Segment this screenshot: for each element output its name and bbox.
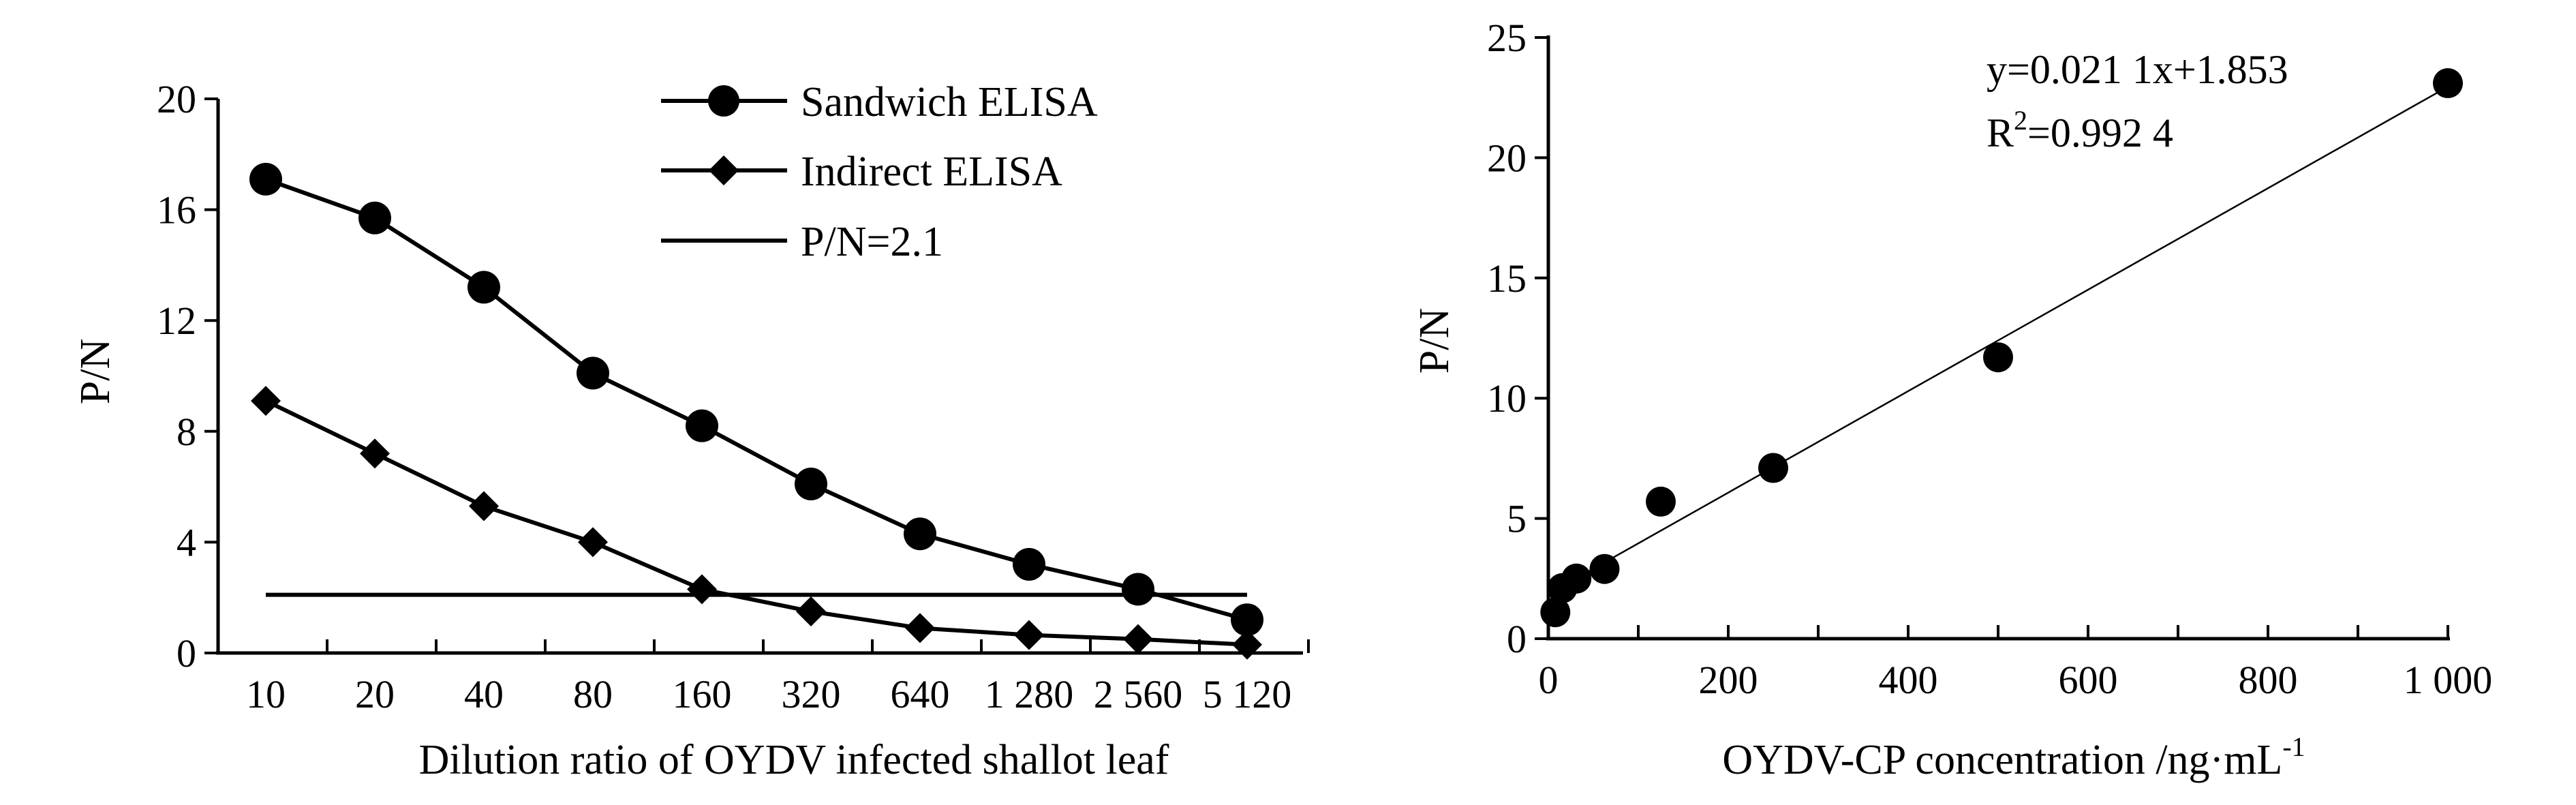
- left-x-tick-label: 2 560: [1094, 672, 1183, 716]
- series-line-0: [264, 177, 1248, 622]
- right-x-axis-label: OYDV-CP concentration /ng·mL-1: [1722, 731, 2305, 783]
- scatter-point: [1758, 453, 1788, 483]
- sandwich-point: [577, 356, 609, 390]
- left-x-tick-label: 1 280: [985, 672, 1074, 716]
- sandwich-point: [686, 409, 718, 442]
- legend-label-sandwich: Sandwich ELISA: [801, 79, 1098, 125]
- scatter-point: [1589, 553, 1620, 584]
- indirect-point: [469, 491, 499, 521]
- right-x-tick-label: 800: [2239, 658, 2298, 702]
- sandwich-point: [1231, 603, 1263, 637]
- right-x-tick-label: 200: [1699, 658, 1758, 702]
- left-y-tick-label: 8: [177, 410, 196, 454]
- sandwich-point: [795, 468, 827, 501]
- indirect-point: [251, 386, 281, 416]
- dilution-chart: 0 4 8 12 16 20 10 20 40 80 160 320 640 1 280 2 560 5 1…: [72, 77, 1310, 783]
- concentration-chart: 0 5 10 15 20 25 0 200 400 600 800 1 000 P/N OYDV-C…: [1411, 16, 2492, 783]
- indirect-point: [1123, 624, 1153, 654]
- left-x-tick-label: 5 120: [1203, 672, 1292, 716]
- scatter-point: [1561, 563, 1592, 594]
- left-y-tick-label: 20: [157, 77, 196, 121]
- regression-line: [1548, 86, 2449, 595]
- regression-equation: y=0.021 1x+1.853: [1987, 47, 2288, 92]
- right-y-tick-label: 0: [1507, 617, 1527, 661]
- left-legend: Sandwich ELISA Indirect ELISA P/N=2.1: [661, 79, 1098, 265]
- left-x-tick-label: 20: [355, 672, 395, 716]
- right-y-tick-label: 20: [1487, 136, 1527, 180]
- indirect-point: [578, 527, 608, 558]
- right-x-tick-label: 400: [1879, 658, 1938, 702]
- right-x-tick-label: 1 000: [2404, 658, 2493, 702]
- right-y-tick-label: 15: [1487, 256, 1527, 301]
- right-x-tick-label: 0: [1539, 658, 1559, 702]
- scatter-point: [1540, 597, 1571, 628]
- legend-label-threshold: P/N=2.1: [801, 219, 943, 265]
- left-y-tick-label: 16: [157, 188, 196, 232]
- regression-r2: R2=0.992 4: [1987, 105, 2173, 155]
- scatter-point: [2433, 68, 2463, 99]
- sandwich-point: [358, 201, 391, 234]
- r2-prefix: R: [1987, 110, 2014, 155]
- left-x-tick-label: 160: [673, 672, 732, 716]
- indirect-point: [1014, 620, 1044, 650]
- left-y-axis-label: P/N: [72, 339, 119, 404]
- sandwich-point: [904, 517, 936, 551]
- indirect-point: [905, 613, 935, 643]
- right-x-tick-label: 600: [2059, 658, 2118, 702]
- right-x-axis-label-sup: -1: [2282, 731, 2305, 762]
- left-x-axis-label: Dilution ratio of OYDV infected shallot …: [419, 737, 1169, 783]
- right-y-tick-label: 5: [1507, 497, 1527, 541]
- series-line-1: [264, 399, 1248, 647]
- left-y-tick-label: 0: [177, 631, 196, 675]
- left-x-tick-label: 320: [782, 672, 841, 716]
- indirect-point: [796, 596, 826, 627]
- right-y-tick-label: 10: [1487, 376, 1527, 421]
- scatter-point: [1646, 486, 1676, 517]
- r2-sup: 2: [2014, 105, 2027, 136]
- left-x-tick-label: 10: [246, 672, 286, 716]
- right-y-tick-label: 25: [1487, 16, 1527, 60]
- legend-label-indirect: Indirect ELISA: [801, 149, 1062, 195]
- left-y-tick-label: 4: [177, 520, 196, 564]
- indirect-point: [687, 574, 717, 605]
- indirect-point: [1232, 629, 1262, 660]
- legend-marker-sandwich: [708, 85, 739, 117]
- sandwich-point: [249, 162, 282, 196]
- r2-suffix: =0.992 4: [2027, 110, 2173, 155]
- legend-marker-indirect: [709, 155, 739, 185]
- indirect-point: [360, 438, 390, 469]
- scatter-point: [1983, 342, 2013, 373]
- left-x-tick-label: 40: [464, 672, 504, 716]
- left-x-tick-label: 640: [891, 672, 950, 716]
- sandwich-point: [1013, 547, 1045, 581]
- right-x-axis-label-main: OYDV-CP concentration /ng·mL: [1722, 737, 2282, 783]
- left-x-tick-label: 80: [573, 672, 613, 716]
- sandwich-point: [467, 271, 500, 304]
- sandwich-point: [1122, 573, 1154, 606]
- right-y-axis-label: P/N: [1411, 308, 1458, 374]
- left-y-tick-label: 12: [157, 299, 196, 343]
